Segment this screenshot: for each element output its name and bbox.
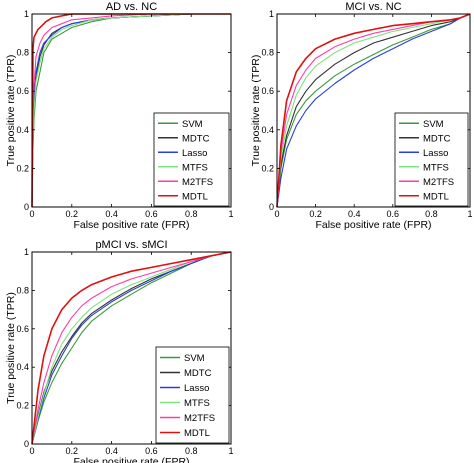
series-line-m2tfs — [31, 251, 232, 445]
plot-frame — [31, 251, 232, 445]
y-tick-label: 0 — [24, 439, 29, 449]
legend-label-mdtl: MDTL — [184, 428, 210, 439]
y-tick-label: 1 — [24, 9, 29, 19]
legend-box — [394, 112, 469, 207]
legend-label-svm: SVM — [423, 119, 444, 130]
x-tick-label: 0.4 — [348, 209, 361, 219]
series-line-svm — [31, 251, 232, 445]
chart-title: pMCI vs. sMCI — [95, 239, 167, 251]
legend: SVM MDTC Lasso MTFS M2TFS MDTL — [394, 112, 469, 207]
x-tick-label: 0 — [29, 209, 34, 219]
x-tick-label: 0.8 — [185, 209, 198, 219]
chart-title: AD vs. NC — [106, 1, 157, 13]
legend-label-mdtc: MDTC — [184, 368, 212, 379]
x-tick-label: 1 — [228, 446, 233, 456]
x-axis-label: False positive rate (FPR) — [73, 219, 189, 231]
y-axis-label: True positive rate (TPR) — [5, 292, 17, 404]
x-tick-label: 0.6 — [145, 209, 158, 219]
legend-label-lasso: Lasso — [182, 148, 207, 159]
series-line-mdtc — [276, 13, 471, 208]
series-line-mtfs — [31, 251, 232, 445]
x-tick-label: 0.2 — [309, 209, 322, 219]
legend: SVM MDTC Lasso MTFS M2TFS MDTL — [155, 346, 230, 444]
y-tick-label: 0.8 — [261, 48, 274, 58]
y-axis-label: True positive rate (TPR) — [250, 55, 262, 167]
legend-box — [153, 112, 230, 207]
y-tick-label: 0.6 — [16, 86, 29, 96]
x-tick-label: 0.8 — [425, 209, 438, 219]
roc-panel-2: 0 0.2 0.4 0.6 0.8 1 0 0.2 0.4 0.6 0.8 1 MCI vs. NC Fa… — [250, 1, 473, 231]
x-tick-label: 0.8 — [185, 446, 198, 456]
legend: SVM MDTC Lasso MTFS M2TFS MDTL — [153, 112, 230, 207]
legend-label-mdtl: MDTL — [182, 191, 208, 202]
series-line-lasso — [31, 251, 232, 445]
series-line-mdtl — [31, 251, 232, 445]
legend-label-m2tfs: M2TFS — [184, 413, 215, 424]
y-tick-label: 1 — [269, 9, 274, 19]
y-axis-label: True positive rate (TPR) — [5, 55, 17, 167]
x-tick-label: 0 — [29, 446, 34, 456]
x-tick-label: 0.2 — [66, 209, 79, 219]
y-tick-label: 0.8 — [16, 48, 29, 58]
series-lines — [31, 251, 232, 445]
x-tick-label: 0.6 — [387, 209, 400, 219]
y-tick-label: 0.4 — [261, 125, 274, 135]
series-lines — [31, 13, 231, 208]
roc-panel-1: 0 0.2 0.4 0.6 0.8 1 0 0.2 0.4 0.6 0.8 1 AD vs. NC Fal… — [5, 1, 234, 231]
legend-label-mdtc: MDTC — [423, 133, 451, 144]
y-tick-label: 0.8 — [16, 285, 29, 295]
plot-frame — [31, 13, 232, 208]
legend-label-svm: SVM — [184, 353, 205, 364]
y-tick-label: 0.6 — [261, 86, 274, 96]
legend-label-m2tfs: M2TFS — [423, 177, 454, 188]
legend-label-mtfs: MTFS — [423, 162, 449, 173]
y-tick-label: 0.6 — [16, 324, 29, 334]
y-tick-label: 0.4 — [16, 125, 29, 135]
legend-label-mdtc: MDTC — [182, 133, 210, 144]
y-tick-label: 0.2 — [16, 163, 29, 173]
y-tick-label: 1 — [24, 247, 29, 257]
series-line-svm — [276, 13, 471, 208]
chart-title: MCI vs. NC — [345, 1, 401, 13]
y-tick-label: 0.2 — [16, 401, 29, 411]
y-tick-label: 0 — [24, 202, 29, 212]
legend-box — [155, 346, 230, 444]
series-lines — [276, 13, 471, 208]
series-line-mtfs — [31, 13, 231, 208]
x-tick-label: 1 — [467, 209, 472, 219]
legend-label-mtfs: MTFS — [184, 398, 210, 409]
x-axis-label: False positive rate (FPR) — [315, 219, 431, 231]
x-tick-label: 0.4 — [105, 209, 118, 219]
x-tick-label: 0.2 — [66, 446, 79, 456]
series-line-lasso — [276, 13, 471, 208]
legend-label-m2tfs: M2TFS — [182, 177, 213, 188]
x-tick-label: 0 — [274, 209, 279, 219]
y-tick-label: 0.2 — [261, 163, 274, 173]
x-tick-label: 0.6 — [145, 446, 158, 456]
legend-label-mtfs: MTFS — [182, 162, 208, 173]
plot-frame — [276, 13, 471, 208]
x-tick-label: 1 — [228, 209, 233, 219]
legend-label-svm: SVM — [182, 119, 203, 130]
y-tick-label: 0.4 — [16, 362, 29, 372]
legend-label-lasso: Lasso — [423, 148, 448, 159]
legend-label-mdtl: MDTL — [423, 191, 449, 202]
y-tick-label: 0 — [269, 202, 274, 212]
roc-panel-3: 0 0.2 0.4 0.6 0.8 1 0 0.2 0.4 0.6 0.8 1 pMCI vs. sMC… — [5, 239, 234, 463]
x-axis-label: False positive rate (FPR) — [73, 456, 189, 463]
x-tick-label: 0.4 — [105, 446, 118, 456]
legend-label-lasso: Lasso — [184, 383, 209, 394]
series-line-mdtl — [276, 13, 471, 208]
